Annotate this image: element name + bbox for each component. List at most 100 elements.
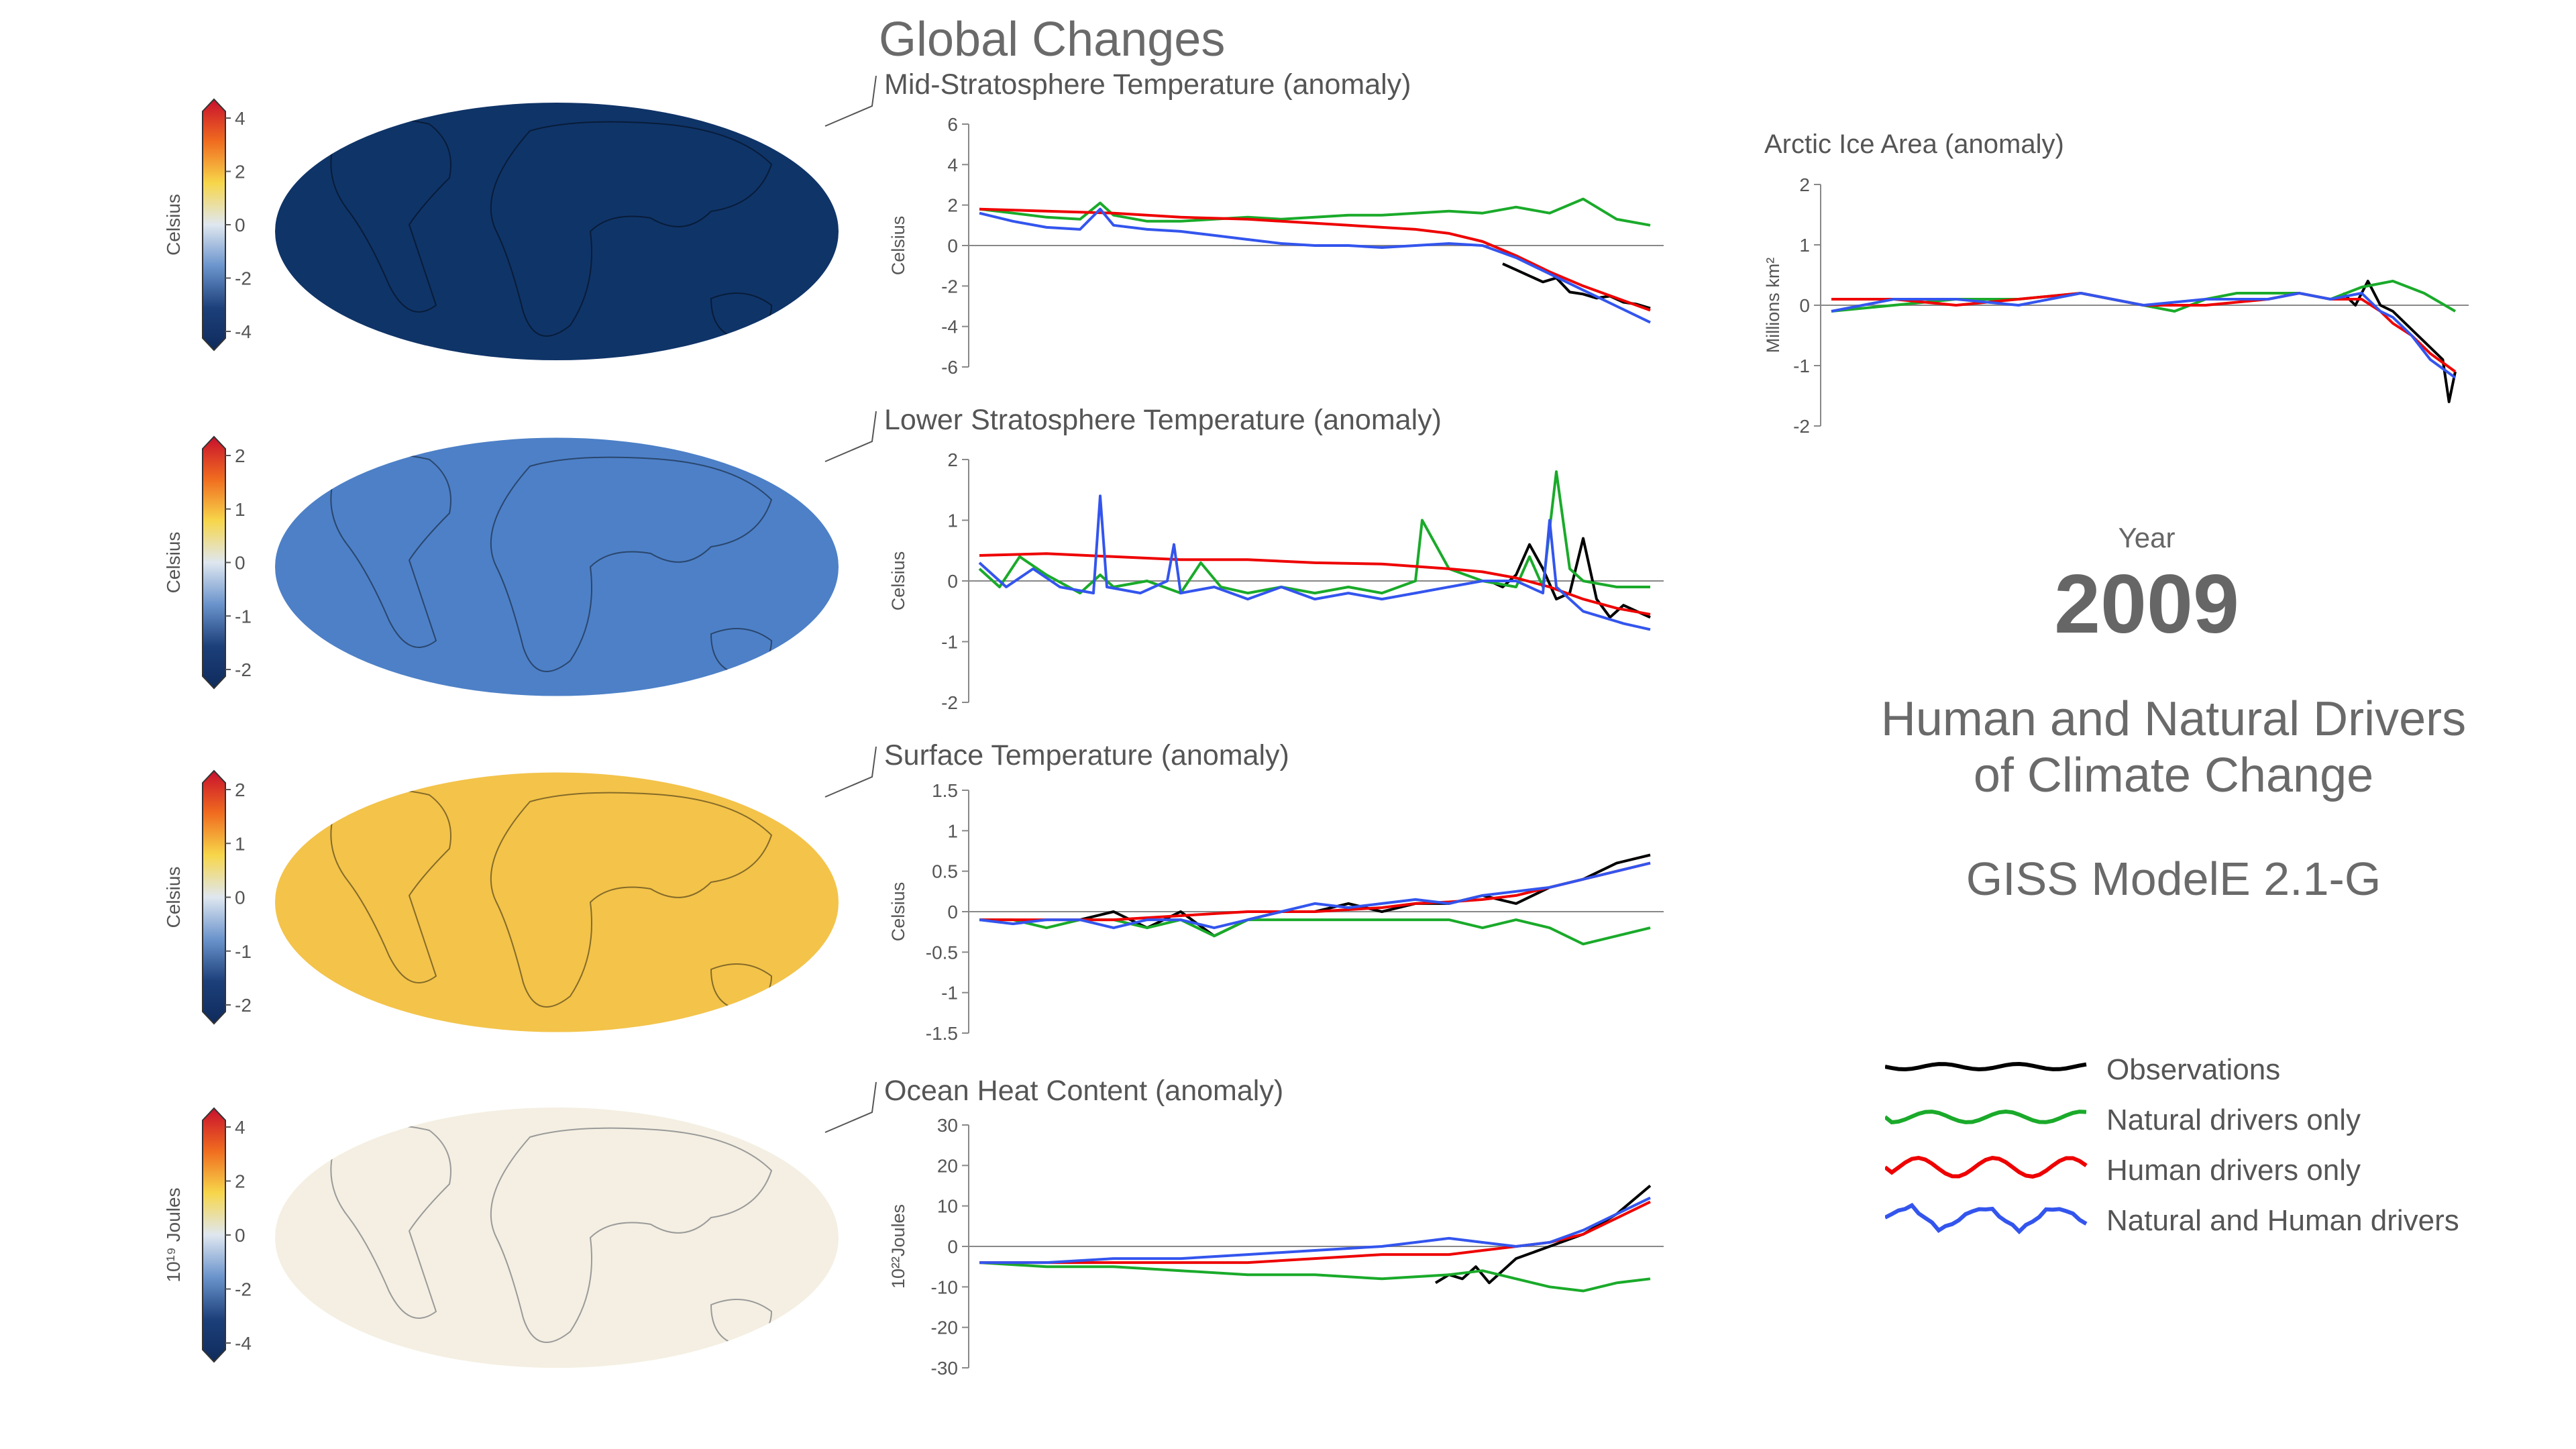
chart-5: Arctic Ice Area (anomaly) 2 1 0 -1 -2 Millions… — [1763, 129, 2469, 437]
colorbar-2 — [202, 435, 226, 690]
chart-2: Lower Stratosphere Temperature (anomaly)… — [884, 404, 1664, 713]
series-natural — [979, 1261, 1651, 1293]
y-tick-label: 2 — [947, 449, 958, 470]
colorbar-tick-label: 0 — [235, 215, 246, 235]
series-human — [979, 207, 1651, 312]
y-tick-label: -2 — [941, 276, 958, 297]
chart-title: Mid-Stratosphere Temperature (anomaly) — [884, 68, 1411, 101]
legend-swatch-observations — [1885, 1061, 2087, 1072]
colorbar-unit-label: Celsius — [163, 867, 184, 928]
colorbar-tick-label: 1 — [235, 833, 246, 854]
series-both — [979, 861, 1651, 930]
y-tick-label: 1.5 — [932, 780, 958, 801]
colorbar-tick-label: 2 — [235, 162, 246, 182]
y-tick-label: 0 — [1799, 295, 1810, 316]
colorbar-tick-label: 4 — [235, 108, 246, 129]
colorbar-4 — [202, 1107, 226, 1363]
series-human — [979, 552, 1651, 616]
y-tick-label: -0.5 — [926, 942, 958, 963]
chart-1: Mid-Stratosphere Temperature (anomaly) 6 4… — [884, 68, 1664, 378]
y-tick-label: -2 — [941, 692, 958, 713]
y-tick-label: -10 — [931, 1277, 958, 1297]
map-connector — [824, 75, 877, 127]
map-2 — [275, 437, 839, 696]
legend-label-both: Natural and Human drivers — [2106, 1204, 2459, 1237]
eurasia-africa-outline — [490, 792, 773, 1008]
chart-3: Surface Temperature (anomaly) 1.5 1 0.5 0 -0.… — [884, 739, 1664, 1044]
y-tick-label: 1 — [947, 511, 958, 531]
chart-4: Ocean Heat Content (anomaly) 30 20 10 0 -10 -2… — [884, 1075, 1664, 1379]
legend-swatch-human — [1885, 1155, 2088, 1179]
legend-item-human: Human drivers only — [1885, 1147, 2556, 1194]
colorbar-tick-label: 2 — [235, 1171, 246, 1192]
colorbar-unit-label: Celsius — [163, 194, 184, 256]
legend-swatch-natural — [1885, 1109, 2087, 1125]
main-title: Global Changes — [879, 13, 1226, 66]
americas-outline — [330, 454, 451, 648]
series-observations — [1434, 1184, 1652, 1285]
y-tick-label: 10 — [937, 1196, 958, 1217]
colorbar-unit-label: 10¹⁹ Joules — [163, 1187, 184, 1282]
y-tick-label: 1 — [947, 820, 958, 841]
y-tick-label: 0 — [947, 1236, 958, 1257]
y-tick-label: -6 — [941, 357, 958, 378]
y-tick-label: -1 — [941, 632, 958, 653]
series-natural — [979, 918, 1651, 946]
y-tick-label: 0 — [947, 902, 958, 922]
y-tick-label: 4 — [947, 154, 958, 175]
y-axis-label: Celsius — [888, 216, 908, 276]
map-connector — [824, 411, 877, 462]
colorbar-tick-label: 0 — [235, 888, 246, 908]
y-tick-label: -20 — [931, 1318, 958, 1338]
map-connector — [824, 1081, 877, 1133]
series-observations — [2342, 280, 2457, 403]
colorbar-tick-label: -2 — [235, 268, 252, 289]
series-natural — [1831, 280, 2457, 313]
colorbar-tick-label: 2 — [235, 445, 246, 466]
legend-item-observations: Observations — [1885, 1046, 2556, 1093]
y-tick-label: -1.5 — [926, 1023, 958, 1044]
colorbar-tick-label: -2 — [235, 1279, 252, 1300]
y-tick-label: 2 — [947, 195, 958, 216]
map-4 — [275, 1108, 839, 1368]
y-tick-label: 30 — [937, 1115, 958, 1136]
legend-swatch-both — [1885, 1202, 2088, 1235]
series-both — [979, 207, 1651, 324]
y-tick-label: -4 — [941, 317, 958, 337]
year-label: Year — [2118, 522, 2176, 553]
y-axis-label: Celsius — [888, 882, 908, 942]
series-both — [1831, 292, 2457, 379]
legend: Observations Natural drivers only Human … — [1885, 1046, 2556, 1275]
legend-item-both: Natural and Human drivers — [1885, 1197, 2556, 1244]
map-3 — [275, 772, 839, 1032]
colorbar-tick-label: 0 — [235, 553, 246, 574]
y-axis-label: Millions km² — [1763, 258, 1783, 354]
y-tick-label: -2 — [1793, 416, 1810, 437]
legend-item-natural: Natural drivers only — [1885, 1097, 2556, 1144]
y-tick-label: 0.5 — [932, 861, 958, 882]
y-tick-label: -30 — [931, 1358, 958, 1379]
y-tick-label: 2 — [1799, 174, 1810, 195]
colorbar-tick-label: 2 — [235, 780, 246, 800]
y-axis-label: Celsius — [888, 551, 908, 611]
colorbar-3 — [202, 769, 226, 1025]
map-panel-3: 2 1 0 -1 -2 Celsius — [163, 746, 877, 1032]
colorbar-tick-label: 1 — [235, 499, 246, 520]
map-panel-1: 4 2 0 -2 -4 Celsius — [163, 75, 877, 360]
colorbar-tick-label: -1 — [235, 606, 252, 627]
colorbar-tick-label: -4 — [235, 1333, 252, 1354]
y-tick-label: 20 — [937, 1155, 958, 1176]
chart-title: Ocean Heat Content (anomaly) — [884, 1075, 1283, 1107]
subtitle: Human and Natural Drivers of Climate Cha… — [1811, 691, 2536, 804]
map-panel-2: 2 1 0 -1 -2 Celsius — [163, 411, 877, 696]
americas-outline — [330, 1125, 451, 1319]
legend-label-human: Human drivers only — [2106, 1154, 2361, 1187]
series-human — [979, 1200, 1651, 1265]
eurasia-africa-outline — [490, 456, 773, 672]
legend-label-observations: Observations — [2106, 1053, 2281, 1086]
year-value: 2009 — [2054, 558, 2239, 651]
chart-title: Arctic Ice Area (anomaly) — [1764, 129, 2064, 159]
legend-label-natural: Natural drivers only — [2106, 1104, 2361, 1136]
colorbar-tick-label: -2 — [235, 995, 252, 1016]
chart-title: Lower Stratosphere Temperature (anomaly) — [884, 404, 1442, 436]
